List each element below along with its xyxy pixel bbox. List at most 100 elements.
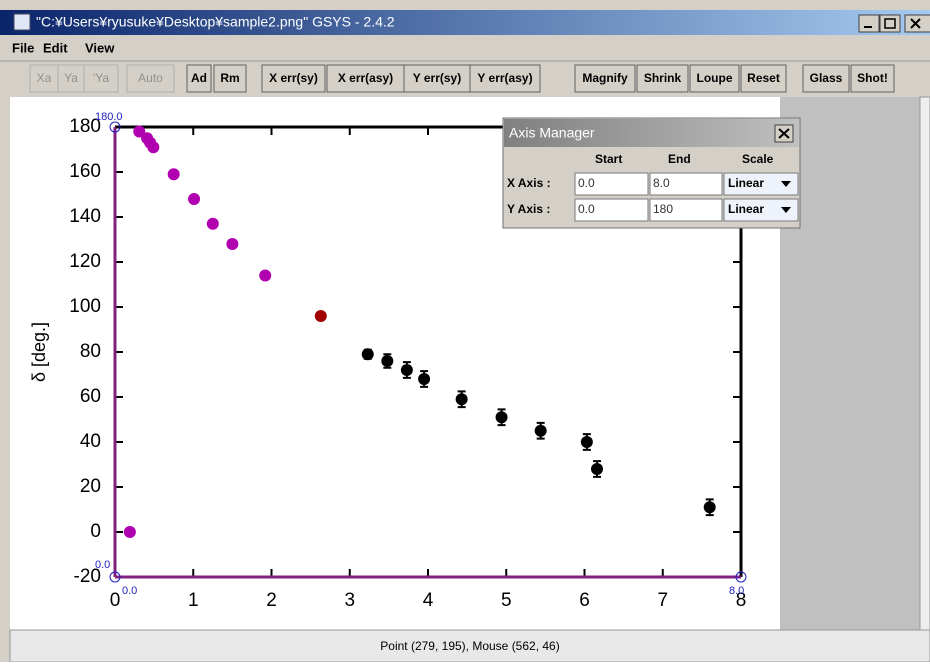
toolbar-button[interactable] <box>186 64 212 93</box>
toolbar-button[interactable] <box>261 64 326 93</box>
toolbar-label: Ya <box>64 71 78 85</box>
y-tick-label: 140 <box>69 206 101 227</box>
ui: File Edit View Xa Ya 'Ya Auto Ad Rm X err(sy) X er… <box>0 40 930 229</box>
toolbar-button[interactable] <box>469 64 541 93</box>
combo-arrow <box>781 181 791 187</box>
canvas-margin <box>780 97 920 630</box>
data-point[interactable] <box>495 411 508 424</box>
data-point[interactable] <box>534 424 547 437</box>
axis-range-label: 8.0 <box>729 585 744 597</box>
field-value: 8.0 <box>653 176 670 190</box>
dialog-title-bar <box>504 119 799 147</box>
data-point[interactable] <box>400 364 413 376</box>
axis-range-label: 180.0 <box>95 111 123 123</box>
toolbar-label: Auto <box>138 71 163 85</box>
axis-anchor[interactable] <box>109 121 121 133</box>
y-tick-label: 0 <box>90 521 101 542</box>
toolbar-label: Glass <box>810 71 843 85</box>
y-tick-label: -20 <box>74 566 101 587</box>
axis-anchor[interactable] <box>735 571 747 583</box>
app-icon <box>13 13 31 31</box>
window-controls <box>858 14 930 33</box>
data-point[interactable] <box>206 217 219 230</box>
column-header: End <box>668 152 691 166</box>
y-tick-label: 180 <box>69 116 101 137</box>
toolbar-button[interactable] <box>213 64 247 93</box>
field-value: 180 <box>653 202 673 216</box>
close-button[interactable] <box>904 14 930 33</box>
toolbar-label: Rm <box>220 71 239 85</box>
toolbar-button[interactable] <box>850 64 895 93</box>
data-point[interactable] <box>455 393 468 406</box>
y-axis-title: δ [deg.] <box>29 322 49 382</box>
text-field[interactable] <box>574 198 649 222</box>
maximize-button[interactable] <box>879 14 901 33</box>
data-point[interactable] <box>123 526 136 538</box>
status-text: Point (279, 195), Mouse (562, 46) <box>380 639 559 653</box>
x-tick-label: 1 <box>188 590 199 611</box>
x-tick-label: 2 <box>266 590 277 611</box>
toolbar-button[interactable] <box>326 64 405 93</box>
axis-range-label: 0.0 <box>95 559 110 571</box>
toolbar-button[interactable] <box>689 64 740 93</box>
toolbar-label: Magnify <box>582 71 628 85</box>
data-point[interactable] <box>361 348 374 361</box>
data-point[interactable] <box>188 193 201 205</box>
row-label: X Axis : <box>507 176 551 190</box>
toolbar-label: Ad <box>191 71 207 85</box>
minimize-button[interactable] <box>858 14 880 33</box>
field-value: 0.0 <box>578 202 595 216</box>
text-field[interactable] <box>574 172 649 196</box>
dialog-title: Axis Manager <box>509 125 595 141</box>
y-tick-label: 120 <box>69 251 101 272</box>
data-point[interactable] <box>703 501 716 514</box>
toolbar-button[interactable] <box>403 64 471 93</box>
data-point[interactable] <box>147 141 160 154</box>
data-point[interactable] <box>580 436 593 448</box>
row-label: Y Axis : <box>507 202 550 216</box>
data-point[interactable] <box>418 373 431 385</box>
text-field[interactable] <box>649 198 723 222</box>
scale-combo[interactable] <box>723 172 799 196</box>
menu-item[interactable]: File <box>12 40 34 55</box>
data-point[interactable] <box>167 168 180 181</box>
toolbar-button[interactable] <box>636 64 689 93</box>
x-tick-label: 4 <box>423 590 434 611</box>
combo-arrow <box>781 207 791 213</box>
toolbar-label: Y err(asy) <box>477 71 532 85</box>
menu-item[interactable]: View <box>85 40 115 55</box>
scale-value: Linear <box>728 176 764 190</box>
toolbar-label: Shot! <box>857 71 888 85</box>
close-icon <box>778 128 790 139</box>
toolbar-label: Y err(sy) <box>413 71 461 85</box>
y-tick-label: 40 <box>80 431 101 452</box>
data-point[interactable] <box>133 125 146 138</box>
y-tick-label: 80 <box>80 341 101 362</box>
toolbar-button[interactable] <box>802 64 850 93</box>
column-header: Start <box>595 152 622 166</box>
menu-item[interactable]: Edit <box>43 40 68 55</box>
toolbar-button[interactable] <box>574 64 636 93</box>
data-point[interactable] <box>226 238 239 250</box>
data-point[interactable] <box>314 310 327 322</box>
scrollbar[interactable] <box>919 96 930 631</box>
data-point[interactable] <box>259 269 272 282</box>
scale-combo[interactable] <box>723 198 799 222</box>
data-point[interactable] <box>591 463 604 475</box>
toolbar-button[interactable] <box>83 64 119 93</box>
x-tick-label: 6 <box>579 590 590 611</box>
toolbar-button[interactable] <box>126 64 175 93</box>
y-tick-label: 60 <box>80 386 101 407</box>
toolbar-label: Xa <box>37 71 52 85</box>
y-tick-label: 100 <box>69 296 101 317</box>
toolbar-button[interactable] <box>29 64 59 93</box>
toolbar-button[interactable] <box>740 64 787 93</box>
x-tick-label: 3 <box>344 590 355 611</box>
toolbar-label: 'Ya <box>93 71 109 85</box>
axis-anchor[interactable] <box>109 571 121 583</box>
data-point[interactable] <box>381 355 394 367</box>
scale-value: Linear <box>728 202 764 216</box>
toolbar-button[interactable] <box>57 64 85 93</box>
x-tick-label: 0 <box>110 590 121 611</box>
text-field[interactable] <box>649 172 723 196</box>
